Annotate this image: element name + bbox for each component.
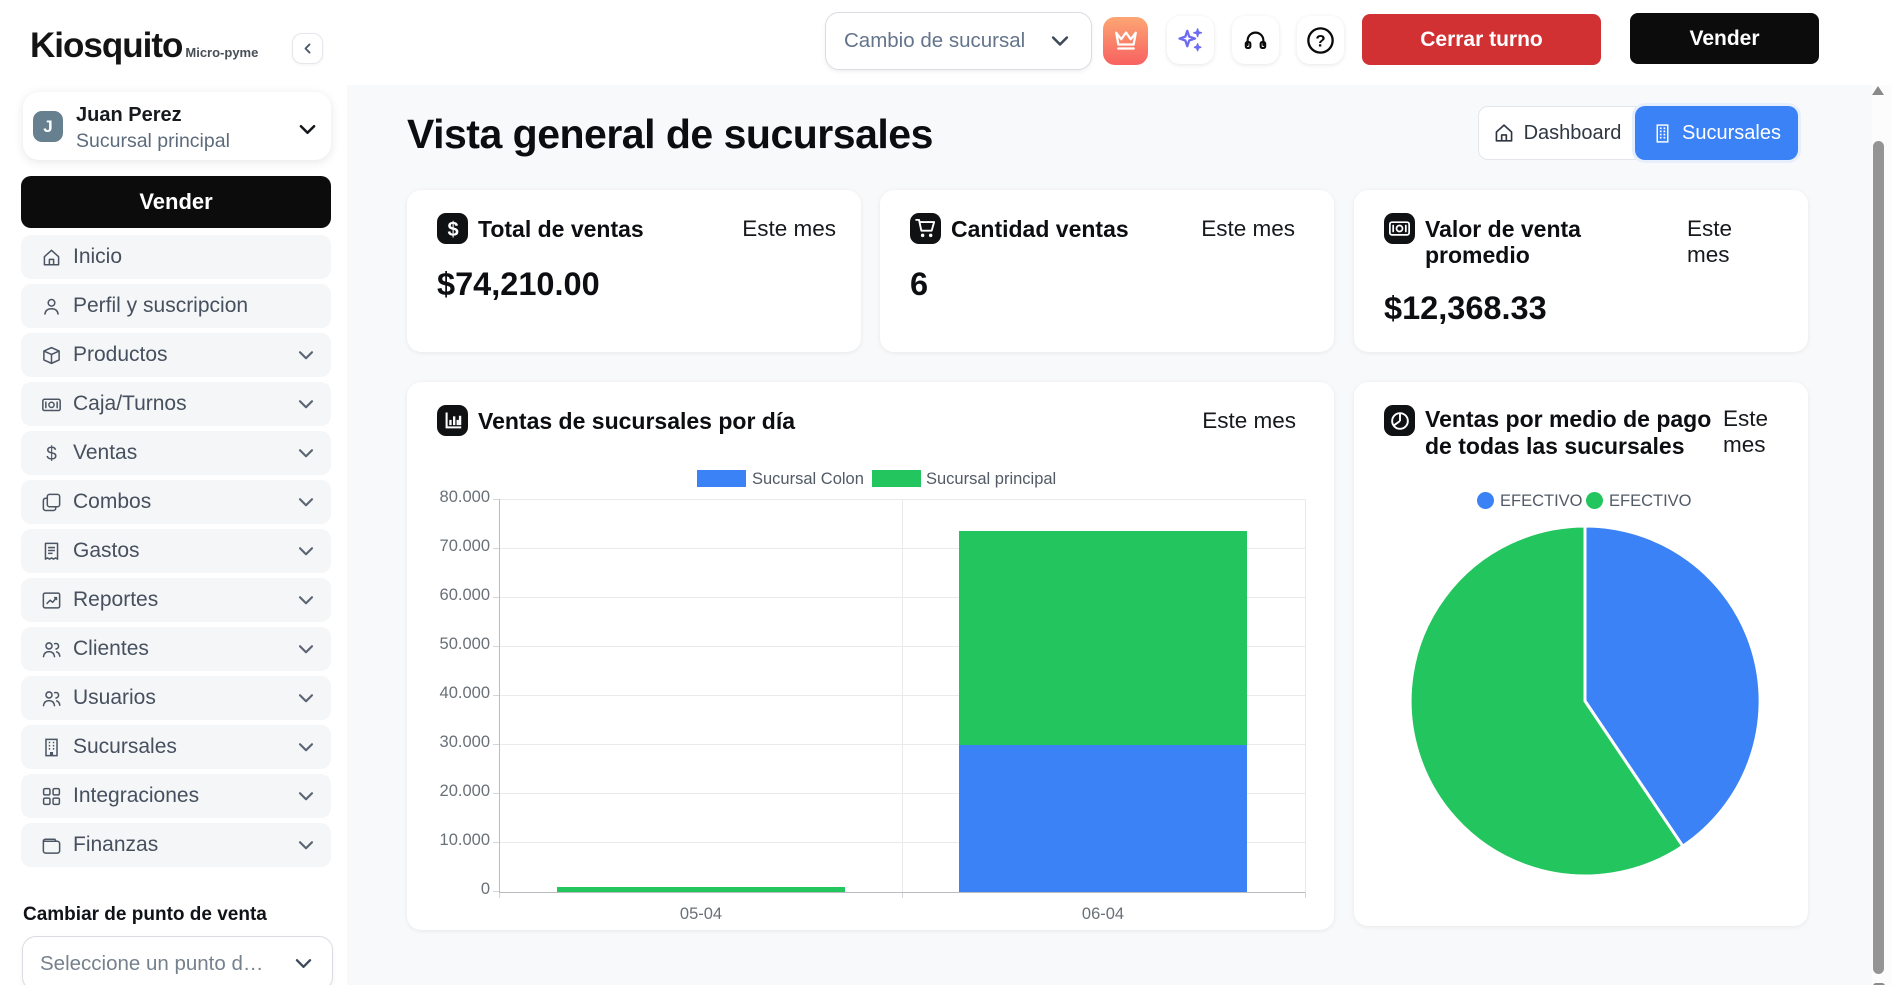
- svg-text:$: $: [46, 444, 57, 464]
- svg-text:?: ?: [1315, 31, 1325, 50]
- svg-text:$: $: [447, 219, 458, 241]
